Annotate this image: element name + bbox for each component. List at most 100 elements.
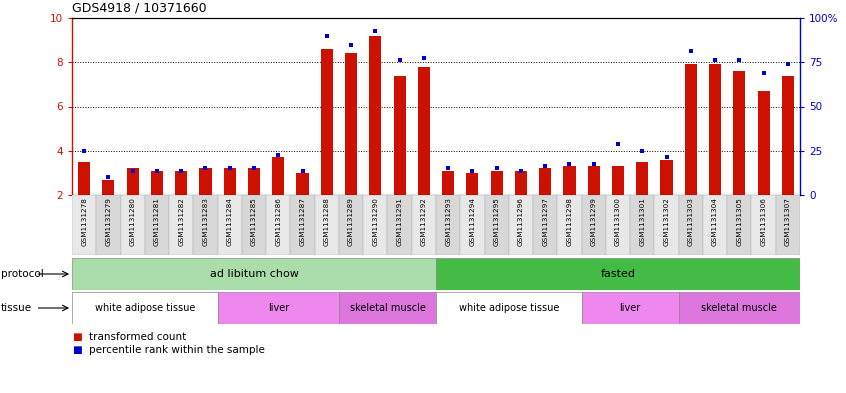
Bar	[223, 169, 236, 195]
Bar	[466, 173, 479, 195]
Text: GSM1131304: GSM1131304	[712, 197, 718, 246]
Bar	[78, 162, 91, 195]
Text: GSM1131297: GSM1131297	[542, 197, 548, 246]
Bar	[387, 195, 412, 255]
Bar	[709, 64, 721, 195]
Text: ad libitum chow: ad libitum chow	[210, 269, 299, 279]
Text: GSM1131284: GSM1131284	[227, 197, 233, 246]
Bar	[151, 171, 163, 195]
Text: GSM1131278: GSM1131278	[81, 197, 87, 246]
Bar	[563, 166, 575, 195]
Text: ■: ■	[72, 332, 82, 342]
Text: percentile rank within the sample: percentile rank within the sample	[89, 345, 265, 355]
Text: GSM1131306: GSM1131306	[761, 197, 766, 246]
Bar	[436, 292, 581, 324]
Text: skeletal muscle: skeletal muscle	[701, 303, 777, 313]
Bar	[558, 195, 581, 255]
Text: GSM1131299: GSM1131299	[591, 197, 596, 246]
Bar	[266, 195, 290, 255]
Bar	[217, 292, 339, 324]
Text: GSM1131298: GSM1131298	[567, 197, 573, 246]
Text: GSM1131305: GSM1131305	[736, 197, 742, 246]
Bar	[393, 75, 406, 195]
Bar	[296, 173, 309, 195]
Text: liver: liver	[619, 303, 640, 313]
Text: GSM1131295: GSM1131295	[494, 197, 500, 246]
Bar	[533, 195, 558, 255]
Bar	[508, 195, 533, 255]
Text: GSM1131285: GSM1131285	[251, 197, 257, 246]
Bar	[485, 195, 508, 255]
Bar	[72, 258, 436, 290]
Text: ■: ■	[72, 345, 82, 355]
Bar	[175, 171, 187, 195]
Text: white adipose tissue: white adipose tissue	[459, 303, 559, 313]
Text: GSM1131287: GSM1131287	[299, 197, 305, 246]
Bar	[606, 195, 630, 255]
Text: GSM1131294: GSM1131294	[470, 197, 475, 246]
Bar	[102, 180, 114, 195]
Text: GSM1131307: GSM1131307	[785, 197, 791, 246]
Text: GSM1131282: GSM1131282	[179, 197, 184, 246]
Text: GSM1131303: GSM1131303	[688, 197, 694, 246]
Bar	[581, 292, 678, 324]
Text: GSM1131292: GSM1131292	[420, 197, 427, 246]
Text: GSM1131286: GSM1131286	[275, 197, 281, 246]
Bar	[751, 195, 776, 255]
Text: GSM1131283: GSM1131283	[202, 197, 208, 246]
Bar	[636, 162, 648, 195]
Bar	[321, 49, 332, 195]
Bar	[145, 195, 169, 255]
Text: skeletal muscle: skeletal muscle	[349, 303, 426, 313]
Bar	[436, 258, 800, 290]
Bar	[242, 195, 266, 255]
Bar	[491, 171, 503, 195]
Bar	[757, 91, 770, 195]
Bar	[630, 195, 655, 255]
Text: transformed count: transformed count	[89, 332, 186, 342]
Text: GSM1131300: GSM1131300	[615, 197, 621, 246]
Bar	[194, 195, 217, 255]
Text: tissue: tissue	[1, 303, 32, 313]
Bar	[339, 292, 436, 324]
Text: GSM1131288: GSM1131288	[324, 197, 330, 246]
Bar	[127, 169, 139, 195]
Bar	[200, 169, 212, 195]
Text: fasted: fasted	[601, 269, 635, 279]
Bar	[678, 292, 800, 324]
Text: white adipose tissue: white adipose tissue	[95, 303, 195, 313]
Bar	[733, 71, 745, 195]
Bar	[120, 195, 145, 255]
Bar	[169, 195, 194, 255]
Bar	[684, 64, 697, 195]
Bar	[655, 195, 678, 255]
Bar	[515, 171, 527, 195]
Bar	[339, 195, 363, 255]
Bar	[703, 195, 728, 255]
Text: GSM1131301: GSM1131301	[640, 197, 645, 246]
Bar	[460, 195, 485, 255]
Bar	[661, 160, 673, 195]
Bar	[539, 169, 552, 195]
Bar	[272, 157, 284, 195]
Bar	[588, 166, 600, 195]
Bar	[436, 195, 460, 255]
Bar	[217, 195, 242, 255]
Bar	[315, 195, 339, 255]
Bar	[72, 195, 96, 255]
Bar	[412, 195, 436, 255]
Text: GSM1131289: GSM1131289	[348, 197, 354, 246]
Text: liver: liver	[267, 303, 288, 313]
Bar	[776, 195, 800, 255]
Text: GSM1131302: GSM1131302	[663, 197, 669, 246]
Bar	[418, 67, 430, 195]
Bar	[290, 195, 315, 255]
Bar	[442, 171, 454, 195]
Bar	[96, 195, 120, 255]
Bar	[782, 75, 794, 195]
Bar	[612, 166, 624, 195]
Text: GSM1131293: GSM1131293	[445, 197, 451, 246]
Text: GSM1131290: GSM1131290	[372, 197, 378, 246]
Bar	[72, 292, 217, 324]
Bar	[728, 195, 751, 255]
